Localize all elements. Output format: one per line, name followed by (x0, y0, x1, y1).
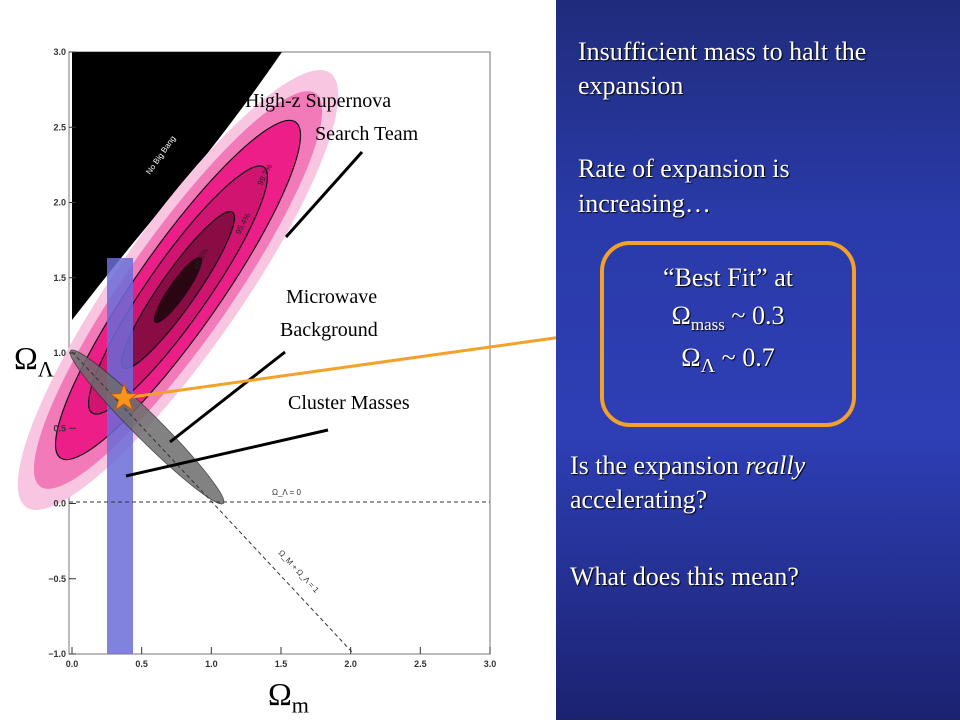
plot-panel: No Big Bang 68.3% 95.4% 99.7% Ω_Λ = 0 Ω_… (14, 47, 606, 718)
question-accelerating-pre: Is the expansion (570, 451, 746, 480)
y-axis-label-sub: Λ (37, 356, 54, 382)
x-tick-label: 0.5 (135, 659, 148, 669)
rate-expansion-line2: increasing… (578, 189, 711, 218)
y-tick-label: 1.5 (53, 273, 66, 283)
x-axis: 0.0 0.5 1.0 1.5 2.0 2.5 3.0 (66, 647, 497, 669)
supernova-pointer-line (284, 151, 364, 238)
omega-mass-value: ~ 0.3 (724, 301, 785, 330)
omega-mass-sub: mass (690, 315, 725, 335)
flat-universe-line (71, 351, 353, 653)
y-tick-label: 0.5 (53, 423, 66, 433)
omega-lambda-sub: Λ (700, 355, 716, 378)
question-accelerating-line1: Is the expansion really (570, 450, 805, 482)
best-fit-mass: Ωmass ~ 0.3 (604, 301, 852, 335)
y-tick-label: −0.5 (48, 574, 66, 584)
microwave-label-line1: Microwave (286, 286, 378, 308)
y-tick-label: 2.5 (53, 122, 66, 132)
x-tick-label: 1.5 (275, 659, 288, 669)
y-axis-label-symbol: Ω (14, 340, 38, 376)
cluster-label: Cluster Masses (288, 392, 410, 414)
supernova-label-line1: High-z Supernova (245, 90, 392, 112)
rate-expansion-line1: Rate of expansion is (578, 154, 790, 183)
y-axis: −1.0 −0.5 0.0 0.5 1.0 1.5 2.0 2.5 3.0 (48, 47, 76, 659)
y-axis-label: ΩΛ (14, 340, 54, 382)
cmb-ellipse (69, 349, 225, 505)
insufficient-mass-line1: Insufficient mass to halt the (578, 37, 867, 66)
supernova-label-line2: Search Team (315, 123, 419, 145)
cluster-pointer-line (125, 428, 329, 478)
x-axis-label-symbol: Ω (268, 676, 292, 712)
microwave-label-line2: Background (280, 319, 378, 341)
x-axis-label-sub: m (291, 692, 309, 718)
x-tick-label: 2.5 (414, 659, 427, 669)
omega-mass-symbol: Ω (671, 301, 691, 330)
x-tick-label: 3.0 (484, 659, 497, 669)
best-fit-connector (123, 329, 606, 400)
question-accelerating-emphasis: really (745, 451, 806, 480)
omega-lambda-value: ~ 0.7 (715, 343, 775, 372)
no-big-bang-region (72, 52, 282, 320)
x-axis-label: Ωm (268, 676, 309, 718)
insufficient-mass-line2: expansion (578, 71, 684, 100)
y-tick-label: −1.0 (48, 649, 66, 659)
x-tick-label: 1.0 (205, 659, 218, 669)
question-meaning: What does this mean? (570, 562, 799, 591)
cluster-mass-band (107, 258, 133, 654)
x-tick-label: 0.0 (66, 659, 79, 669)
cosmology-chart: No Big Bang 68.3% 95.4% 99.7% Ω_Λ = 0 Ω_… (17, 47, 606, 669)
question-accelerating-line2: accelerating? (570, 485, 708, 514)
y-tick-label: 3.0 (53, 47, 66, 57)
best-fit-lambda: ΩΛ ~ 0.7 (604, 343, 852, 378)
y-tick-label: 0.0 (53, 499, 66, 509)
best-fit-box: “Best Fit” at Ωmass ~ 0.3 ΩΛ ~ 0.7 (600, 241, 856, 427)
y-tick-label: 2.0 (53, 198, 66, 208)
supernova-contours (17, 70, 339, 510)
microwave-pointer-line (169, 350, 286, 444)
best-fit-star-icon (109, 382, 139, 412)
best-fit-title: “Best Fit” at (663, 263, 793, 292)
x-tick-label: 2.0 (344, 659, 357, 669)
omega-lambda-symbol: Ω (681, 343, 701, 372)
zero-lambda-label: Ω_Λ = 0 (272, 488, 301, 497)
y-tick-label: 1.0 (53, 348, 66, 358)
text-panel (556, 0, 960, 720)
